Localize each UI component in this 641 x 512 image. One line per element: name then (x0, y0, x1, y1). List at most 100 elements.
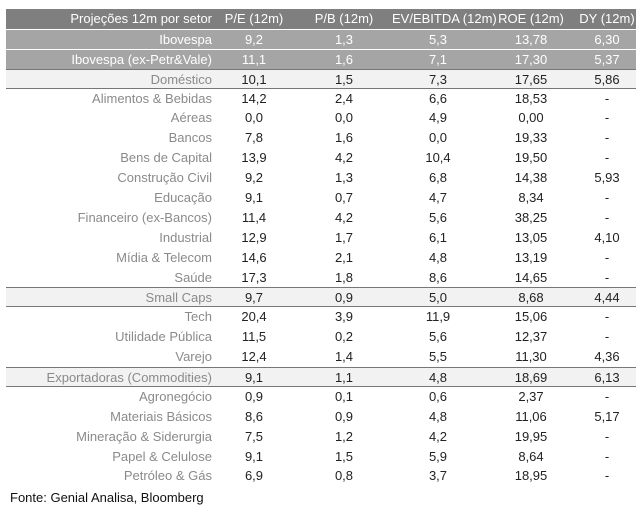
cell-value: 4,2 (334, 209, 354, 225)
cell-value: 6,13 (594, 370, 620, 386)
cell-value: 19,50 (514, 150, 548, 166)
row-label: Ibovespa (159, 31, 212, 47)
row-label: Bens de Capital (120, 150, 212, 166)
cell-value: - (604, 448, 610, 464)
cell-value: 8,68 (518, 290, 544, 306)
row-label: Mídia & Telecom (116, 249, 212, 265)
cell-value: 14,38 (514, 170, 548, 186)
cell-value: 10,1 (241, 71, 267, 87)
cell-value: 4,9 (428, 110, 448, 126)
cell-value: 1,1 (334, 370, 354, 386)
source-note: Fonte: Genial Analisa, Bloomberg (10, 490, 204, 505)
cell-value: - (604, 249, 610, 265)
cell-value: 0,0 (244, 110, 264, 126)
row-label: Bancos (168, 130, 212, 146)
cell-value: 1,3 (334, 170, 354, 186)
cell-value: 4,8 (428, 249, 448, 265)
cell-value: 9,1 (244, 448, 264, 464)
sector-row: Financeiro (ex-Bancos) 11,4 4,2 5,6 38,25 - (6, 208, 636, 228)
row-label: Projeções 12m por setor (70, 11, 212, 26)
cell-value: 13,78 (514, 31, 548, 47)
cell-value: 12,9 (241, 229, 267, 245)
sector-row: Utilidade Pública 11,5 0,2 5,6 12,37 - (6, 327, 636, 347)
cell-value: 3,9 (334, 309, 354, 325)
cell-value: 4,2 (334, 150, 354, 166)
cell-value: - (604, 190, 610, 206)
cell-value: 4,44 (594, 290, 620, 306)
cell-value: 17,65 (514, 71, 548, 87)
cell-value: - (604, 110, 610, 126)
cell-value: 5,17 (594, 408, 620, 424)
cell-value: 0,0 (428, 130, 448, 146)
sector-row: Industrial 12,9 1,7 6,1 13,05 4,10 (6, 228, 636, 248)
cell-value: 5,37 (594, 51, 620, 67)
sector-row: Materiais Básicos 8,6 0,9 4,8 11,06 5,17 (6, 407, 636, 427)
cell-value: 19,95 (514, 428, 548, 444)
cell-value: ROE (12m) (498, 11, 564, 26)
row-label: Doméstico (150, 71, 212, 87)
cell-value: 0,9 (244, 388, 264, 404)
cell-value: 13,9 (241, 150, 267, 166)
sector-row: Papel & Celulose 9,1 1,5 5,9 8,64 - (6, 447, 636, 467)
cell-value: 0,00 (518, 110, 544, 126)
cell-value: 5,93 (594, 170, 620, 186)
cell-value: 20,4 (241, 309, 267, 325)
cell-value: 6,6 (428, 90, 448, 106)
cell-value: 2,1 (334, 249, 354, 265)
cell-value: 18,53 (514, 90, 548, 106)
cell-value: 5,6 (428, 329, 448, 345)
cell-value: - (604, 388, 610, 404)
sector-row: Saúde 17,3 1,8 8,6 14,65 - (6, 268, 636, 288)
cell-value: 4,2 (428, 428, 448, 444)
index-row: Ibovespa (ex-Petr&Vale) 11,1 1,6 7,1 17,30 5,… (6, 48, 636, 69)
row-label: Utilidade Pública (115, 329, 212, 345)
cell-value: 6,1 (428, 229, 448, 245)
index-row: Ibovespa 9,2 1,3 5,3 13,78 6,30 (6, 28, 636, 49)
sector-row: Bens de Capital 13,9 4,2 10,4 19,50 - (6, 148, 636, 168)
cell-value: 6,9 (244, 468, 264, 484)
row-label: Exportadoras (Commodities) (46, 370, 212, 386)
cell-value: 1,4 (334, 349, 354, 365)
cell-value: 8,6 (428, 269, 448, 285)
row-label: Small Caps (145, 290, 212, 306)
row-label: Industrial (159, 229, 212, 245)
header-row: Projeções 12m por setor P/E (12m) P/B (12m… (6, 9, 636, 29)
cell-value: 5,6 (428, 209, 448, 225)
cell-value: 0,0 (334, 110, 354, 126)
cell-value: - (604, 468, 610, 484)
table: Projeções 12m por setor P/E (12m) P/B (12m… (6, 9, 636, 486)
cell-value: 17,3 (241, 269, 267, 285)
row-label: Mineração & Siderurgia (76, 428, 212, 444)
cell-value: 9,2 (244, 31, 264, 47)
cell-value: 7,1 (428, 51, 448, 67)
cell-value: 9,2 (244, 170, 264, 186)
cell-value: - (604, 309, 610, 325)
cell-value: 5,3 (428, 31, 448, 47)
cell-value: 0,9 (334, 408, 354, 424)
cell-value: 5,0 (428, 290, 448, 306)
cell-value: 10,4 (425, 150, 451, 166)
sector-row: Petróleo & Gás 6,9 0,8 3,7 18,95 - (6, 466, 636, 486)
cell-value: 0,6 (428, 388, 448, 404)
cell-value: 1,3 (334, 31, 354, 47)
cell-value: 3,7 (428, 468, 448, 484)
cell-value: 0,2 (334, 329, 354, 345)
cell-value: 4,8 (428, 370, 448, 386)
row-label: Agronegócio (139, 388, 212, 404)
cell-value: 5,86 (594, 71, 620, 87)
cell-value: P/B (12m) (314, 11, 374, 26)
cell-value: - (604, 428, 610, 444)
cell-value: 17,30 (514, 51, 548, 67)
cell-value: 14,2 (241, 90, 267, 106)
cell-value: 4,36 (594, 349, 620, 365)
cell-value: 1,5 (334, 71, 354, 87)
cell-value: 38,25 (514, 209, 548, 225)
row-label: Tech (184, 309, 212, 325)
sector-row: Aéreas 0,0 0,0 4,9 0,00 - (6, 108, 636, 128)
cell-value: 6,30 (594, 31, 620, 47)
cell-value: 1,2 (334, 428, 354, 444)
cell-value: 2,4 (334, 90, 354, 106)
cell-value: - (604, 90, 610, 106)
cell-value: 14,6 (241, 249, 267, 265)
row-label: Financeiro (ex-Bancos) (77, 209, 212, 225)
